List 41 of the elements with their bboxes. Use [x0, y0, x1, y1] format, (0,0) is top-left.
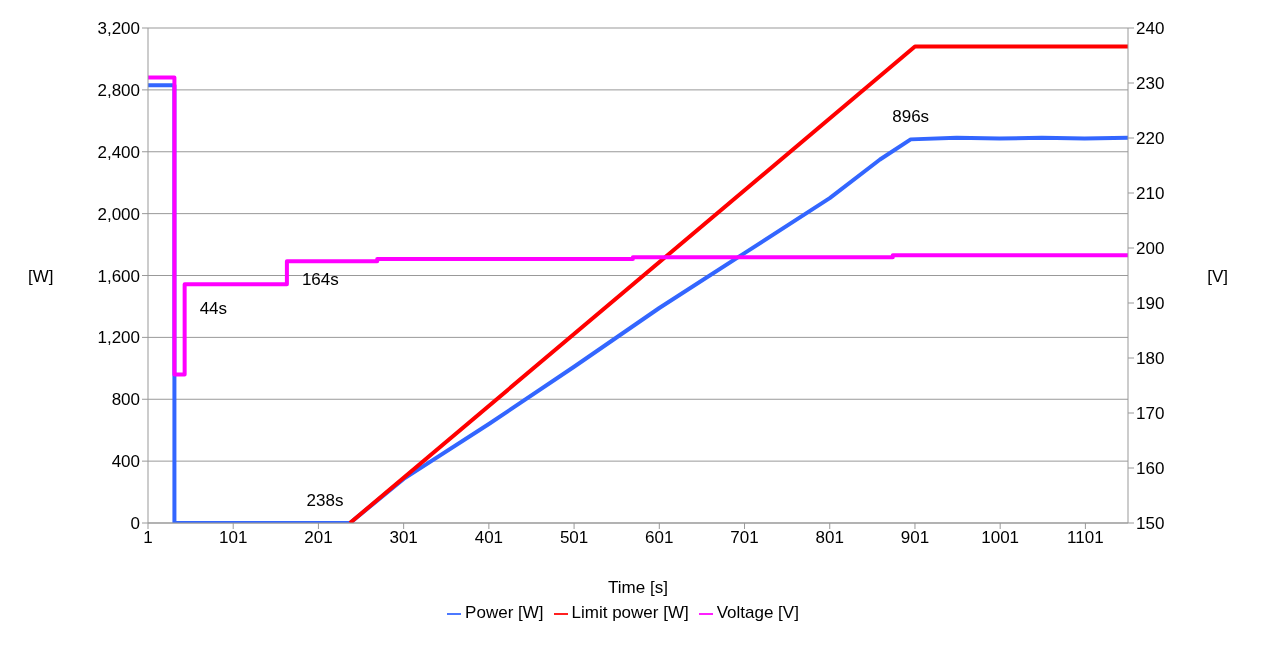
y2-tick-label: 240	[1136, 19, 1165, 39]
x-tick-label: 501	[559, 528, 589, 548]
y-tick-label: 1,600	[97, 266, 140, 286]
x-tick-label: 201	[304, 528, 333, 548]
y2-tick-label: 160	[1136, 459, 1165, 479]
annotation: 44s	[199, 298, 228, 318]
annotation: 164s	[301, 269, 339, 289]
x-axis-title: Time [s]	[608, 578, 668, 597]
y2-tick-label: 180	[1136, 349, 1165, 369]
y2-tick-label: 190	[1136, 294, 1165, 314]
x-tick-label: 901	[900, 528, 930, 548]
legend-label: Limit power [W]	[571, 603, 689, 622]
annotation: 238s	[306, 491, 344, 510]
x-tick-label: 701	[730, 528, 759, 548]
y2-tick-label: 170	[1136, 404, 1165, 424]
y-tick-label: 800	[111, 390, 140, 410]
y-tick-label: 2,800	[97, 80, 140, 100]
y-tick-label: 2,000	[97, 204, 140, 224]
legend-label: Voltage [V]	[716, 603, 799, 622]
y2-tick-label: 220	[1136, 129, 1165, 149]
y-tick-label: 400	[111, 452, 140, 472]
y2-tick-label: 150	[1136, 514, 1165, 534]
x-tick-label: 301	[389, 528, 418, 548]
x-tick-label: 101	[219, 528, 248, 548]
x-tick-label: 1	[143, 528, 153, 548]
y-tick-label: 0	[130, 514, 140, 534]
x-tick-label: 801	[815, 528, 844, 548]
x-tick-label: 401	[474, 528, 504, 548]
y-tick-label: 3,200	[97, 19, 140, 39]
annotation: 896s	[892, 107, 930, 127]
x-tick-label: 1101	[1067, 528, 1104, 548]
y-tick-label: 2,400	[97, 142, 140, 162]
y2-axis-title: [V]	[1207, 266, 1228, 286]
y2-tick-label: 230	[1136, 74, 1165, 94]
x-tick-label: 1001	[981, 528, 1020, 548]
y-tick-label: 1,200	[97, 328, 140, 348]
y2-tick-label: 210	[1136, 184, 1165, 204]
y2-tick-label: 200	[1136, 239, 1165, 259]
y-axis-title: [W]	[28, 266, 54, 286]
legend-label: Power [W]	[465, 603, 544, 622]
x-tick-label: 601	[645, 528, 674, 548]
